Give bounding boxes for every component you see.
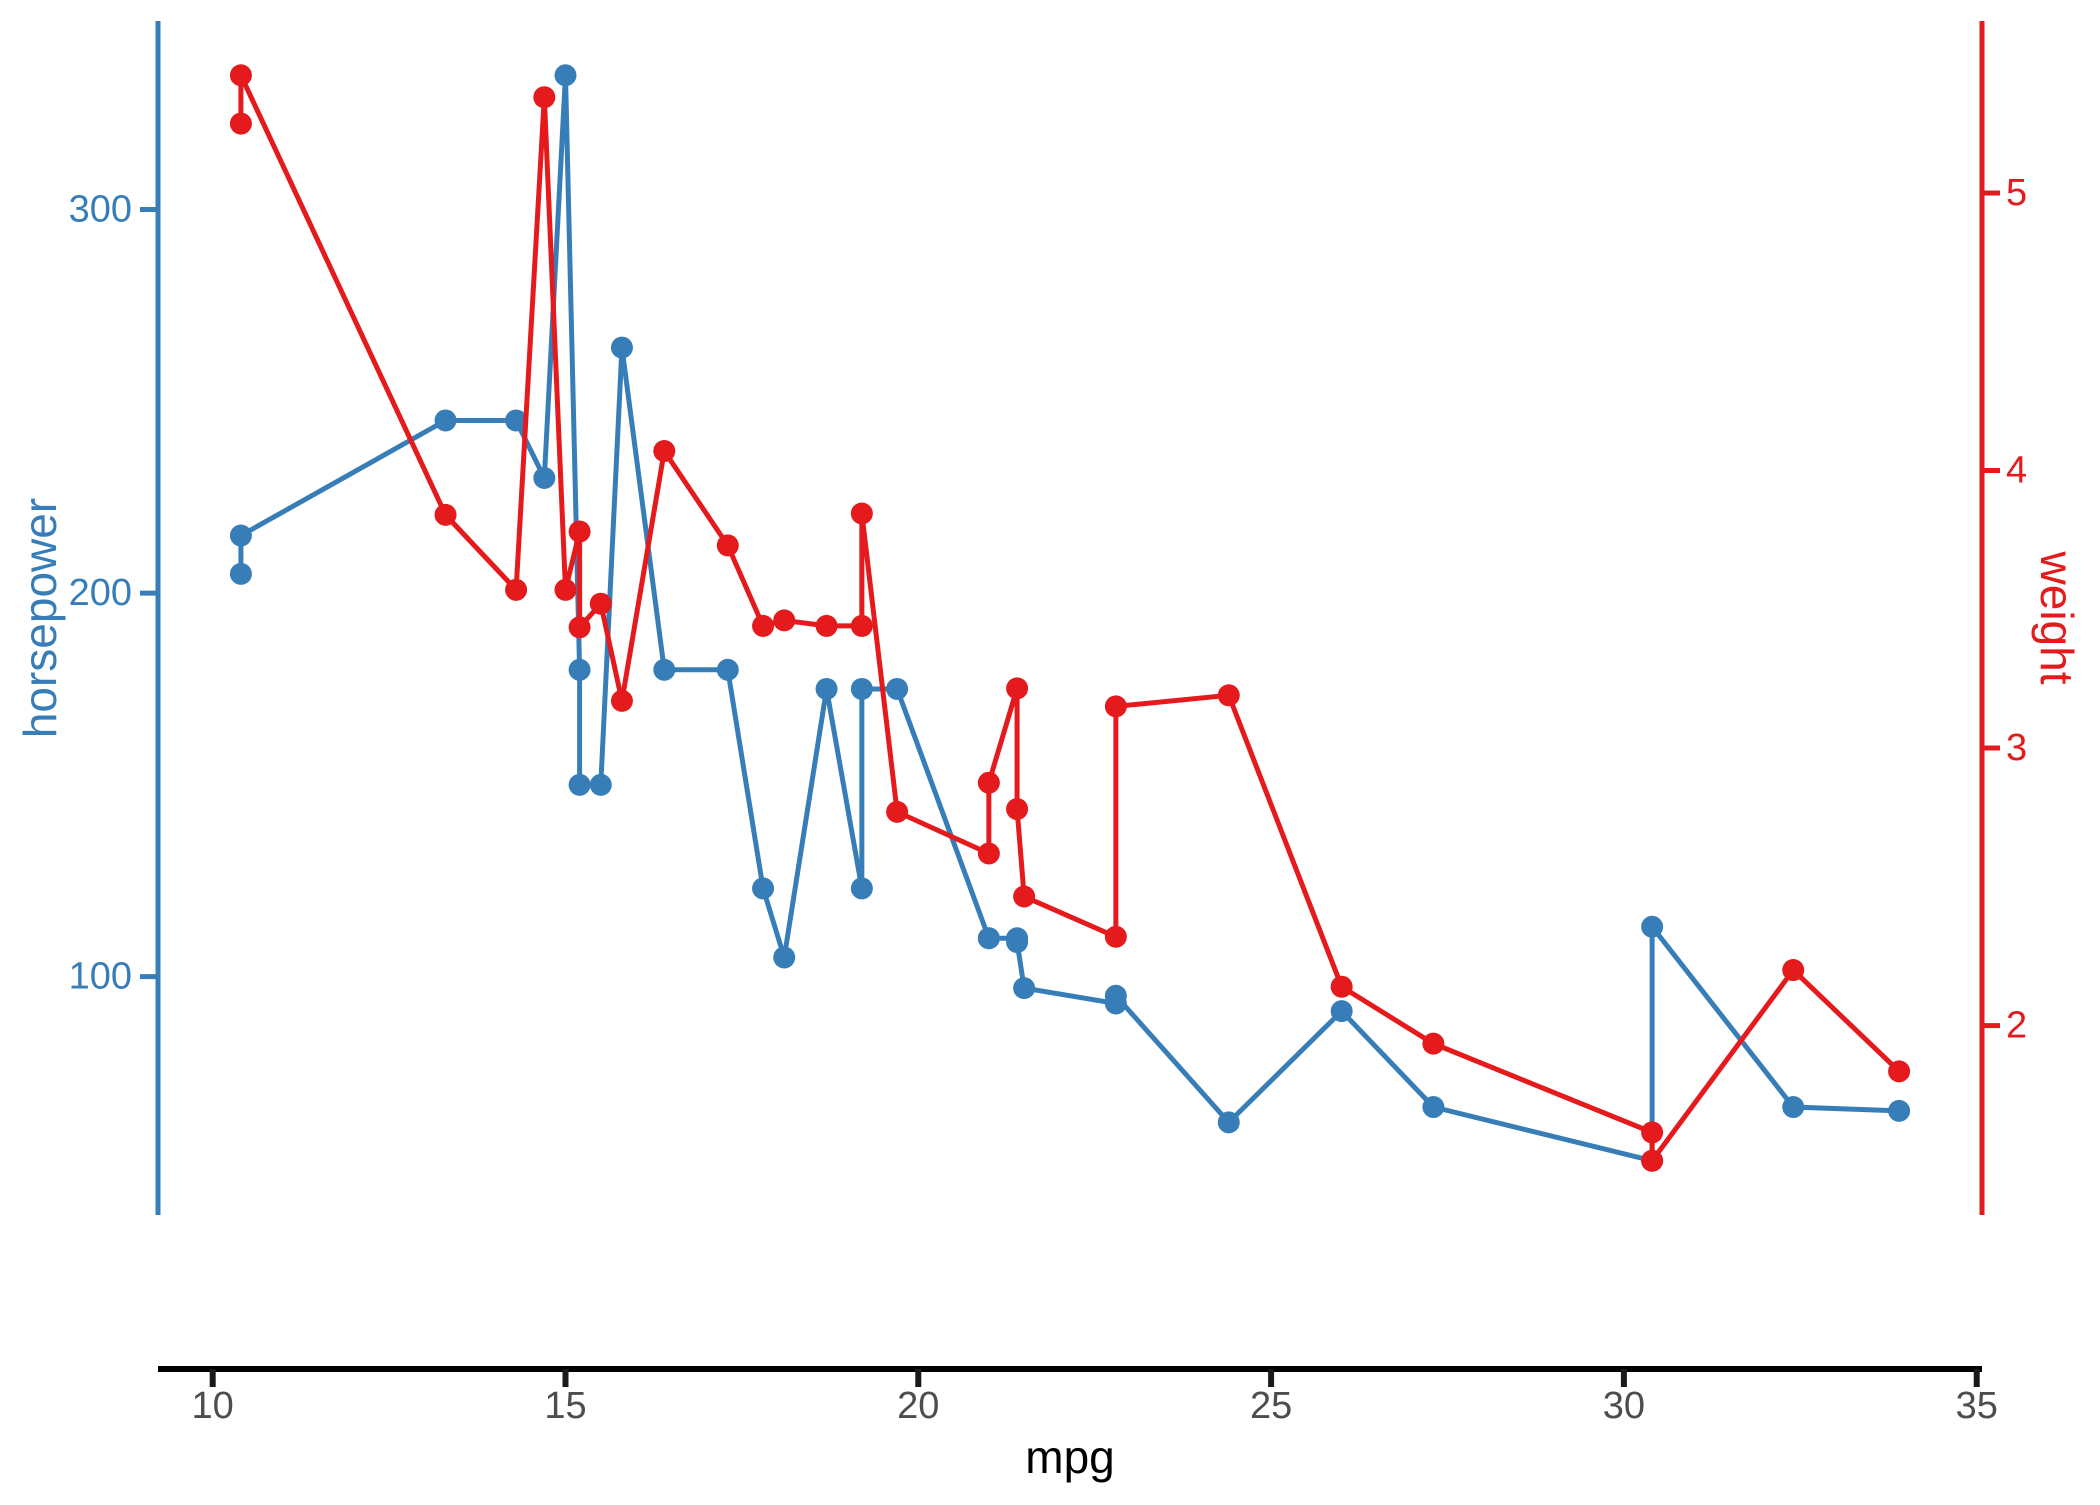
horsepower-point [229, 524, 252, 547]
axes-layer: 100 200 300 2 3 4 5 10 15 20 25 30 35 [69, 21, 2027, 1427]
x-axis-tick-label: 30 [1603, 1385, 1645, 1427]
weight-point [1888, 1060, 1911, 1083]
weight-point [1217, 684, 1240, 707]
weight-point [1422, 1032, 1445, 1055]
weight-point [533, 86, 556, 109]
horsepower-point [568, 658, 591, 681]
horsepower-point [589, 773, 612, 796]
horsepower-point [554, 64, 577, 87]
x-axis-tick-label: 10 [192, 1385, 234, 1427]
horsepower-point [533, 467, 556, 490]
weight-point [1104, 695, 1127, 718]
y-axis-right-tick-label: 3 [2006, 727, 2027, 769]
weight-point [716, 534, 739, 557]
weight-point [1330, 975, 1353, 998]
weight-point [568, 616, 591, 639]
y-axis-right-tick-label: 2 [2006, 1005, 2027, 1047]
y-axis-left-title: horsepower [14, 498, 66, 738]
horsepower-point [505, 409, 528, 432]
horsepower-point [850, 677, 873, 700]
weight-point [1006, 798, 1029, 821]
weight-point [773, 609, 796, 632]
horsepower-point [434, 409, 457, 432]
series-weight [229, 64, 1911, 1172]
weight-point [850, 614, 873, 637]
horsepower-point [977, 927, 1000, 950]
horsepower-line [238, 75, 1900, 1164]
horsepower-point [1782, 1096, 1805, 1119]
horsepower-point [773, 946, 796, 969]
horsepower-point [1013, 977, 1036, 1000]
horsepower-point [886, 677, 909, 700]
x-axis-tick-label: 35 [1956, 1385, 1998, 1427]
weight-point [434, 503, 457, 526]
weight-point [505, 578, 528, 601]
horsepower-point [653, 658, 676, 681]
weight-point [977, 842, 1000, 865]
weight-point [610, 689, 633, 712]
weight-point [229, 112, 252, 135]
horsepower-point [1422, 1096, 1445, 1119]
horsepower-point [229, 562, 252, 585]
weight-point [1641, 1149, 1664, 1172]
y-axis-left-tick-label: 300 [69, 189, 132, 231]
horsepower-point [1641, 915, 1664, 938]
horsepower-point [716, 658, 739, 681]
weight-point [1641, 1121, 1664, 1144]
weight-point [653, 440, 676, 463]
y-axis-left-tick-label: 100 [69, 956, 132, 998]
series-horsepower [229, 64, 1911, 1172]
y-axis-right-tick-label: 5 [2006, 172, 2027, 214]
horsepower-point [1217, 1111, 1240, 1134]
weight-point [1006, 677, 1029, 700]
horsepower-point [752, 877, 775, 900]
weight-point [1013, 885, 1036, 908]
x-axis-tick-label: 15 [544, 1385, 586, 1427]
weight-point [1104, 925, 1127, 948]
weight-point [850, 502, 873, 525]
weight-point [554, 578, 577, 601]
horsepower-point [815, 677, 838, 700]
horsepower-point [1888, 1099, 1911, 1122]
horsepower-point [568, 773, 591, 796]
weight-point [977, 771, 1000, 794]
weight-point [229, 64, 252, 87]
y-axis-right-tick-label: 4 [2006, 449, 2027, 491]
weight-point [1782, 959, 1805, 982]
series-layer [229, 64, 1911, 1172]
horsepower-point [1330, 1000, 1353, 1023]
y-axis-right-title: weight [2031, 551, 2083, 685]
horsepower-point [610, 336, 633, 359]
x-axis-title: mpg [1025, 1431, 1114, 1483]
x-axis-tick-label: 25 [1250, 1385, 1292, 1427]
weight-point [752, 614, 775, 637]
weight-point [568, 520, 591, 543]
weight-point [815, 614, 838, 637]
weight-point [886, 800, 909, 823]
x-axis-tick-label: 20 [897, 1385, 939, 1427]
titles-layer: horsepower weight mpg [14, 498, 2083, 1483]
horsepower-point [1006, 931, 1029, 954]
horsepower-point [1104, 984, 1127, 1007]
horsepower-point [850, 877, 873, 900]
y-axis-left-tick-label: 200 [69, 572, 132, 614]
weight-point [589, 592, 612, 615]
